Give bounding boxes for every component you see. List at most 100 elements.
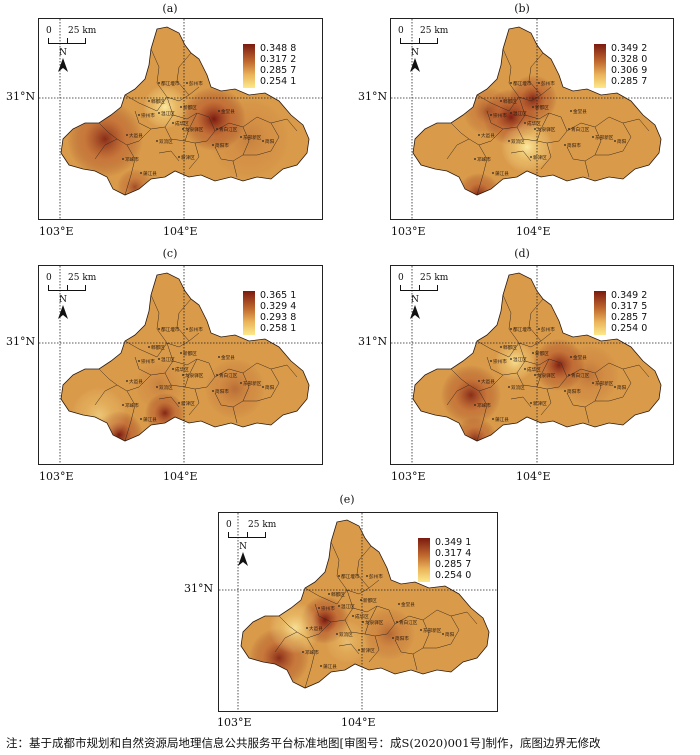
district-label: 都江堰市 xyxy=(341,573,360,580)
district-label: 彭州市 xyxy=(189,326,203,333)
scale-bar: 0 25 km xyxy=(46,273,98,293)
intensity-hotspot xyxy=(509,75,557,123)
longitude-label: 104°E xyxy=(163,470,198,483)
district-label: 成华区 xyxy=(175,366,189,373)
district-label: 彭州市 xyxy=(541,326,555,333)
legend-color-ramp xyxy=(243,44,255,88)
intensity-hotspot xyxy=(457,173,501,195)
panel-label-d: (d) xyxy=(514,247,530,260)
district-label: 简阳市 xyxy=(567,388,581,395)
legend-value: 0.317 5 xyxy=(611,301,648,312)
north-arrow-icon xyxy=(410,58,420,72)
intensity-hotspot xyxy=(67,101,143,177)
longitude-label: 104°E xyxy=(516,470,551,483)
district-label: 彭州市 xyxy=(189,80,203,87)
legend-value: 0.329 4 xyxy=(260,301,297,312)
north-label: N xyxy=(411,48,419,58)
north-arrow-icon xyxy=(410,305,420,319)
district-label: 龙泉驿区 xyxy=(537,126,556,133)
district-label: 简阳 xyxy=(265,384,275,391)
scale-zero-label: 0 xyxy=(46,26,52,36)
panel-label-e: (e) xyxy=(339,493,355,506)
district-label: 新都区 xyxy=(535,350,549,357)
district-label: 简阳市 xyxy=(395,635,409,642)
district-label: 青白江区 xyxy=(571,372,590,379)
district-label: 东部新区 xyxy=(595,134,614,141)
district-label: 崇州市 xyxy=(493,358,507,365)
latitude-label: 31°N xyxy=(358,90,388,103)
scale-bar: 0 25 km xyxy=(46,26,98,46)
district-label: 东部新区 xyxy=(243,380,262,387)
district-label: 温江区 xyxy=(513,110,527,117)
district-label: 大邑县 xyxy=(481,132,495,139)
latitude-label: 31°N xyxy=(184,582,214,595)
district-label: 新都区 xyxy=(183,104,197,111)
longitude-label: 104°E xyxy=(341,716,376,729)
figure-note: 注：基于成都市规划和自然资源局地理信息公共服务平台标准地图[审图号：成S(202… xyxy=(6,736,601,750)
scale-bar: 0 25 km xyxy=(398,273,450,293)
latitude-label: 31°N xyxy=(6,90,36,103)
map-frame: 都江堰市 彭州市 郫都区 崇州市 温江区 新都区 成华区 龙泉驿区 大邑县 双流区 金堂县 青白江区简… xyxy=(38,265,323,465)
district-label: 金堂县 xyxy=(221,108,235,115)
district-label: 郫都区 xyxy=(503,98,517,105)
legend: 0.349 1 0.317 4 0.285 7 0.254 0 xyxy=(418,538,490,584)
district-label: 金堂县 xyxy=(221,354,235,361)
district-label: 东部新区 xyxy=(423,627,442,634)
district-label: 东部新区 xyxy=(595,380,614,387)
scale-distance-label: 25 km xyxy=(68,26,97,36)
district-label: 新津区 xyxy=(181,400,195,407)
district-label: 简阳市 xyxy=(215,388,229,395)
district-label: 郫都区 xyxy=(151,98,165,105)
district-label: 崇州市 xyxy=(321,605,335,612)
longitude-label: 103°E xyxy=(39,470,74,483)
legend: 0.349 2 0.317 5 0.285 7 0.254 0 xyxy=(594,291,666,337)
legend: 0.349 2 0.328 0 0.306 9 0.285 7 xyxy=(594,44,666,90)
north-arrow-icon xyxy=(238,552,248,566)
district-label: 双流区 xyxy=(511,138,525,145)
district-label: 都江堰市 xyxy=(161,326,180,333)
district-label: 崇州市 xyxy=(493,112,507,119)
district-label: 双流区 xyxy=(339,631,353,638)
longitude-label: 104°E xyxy=(163,225,198,238)
scale-bar: 0 25 km xyxy=(398,26,450,46)
legend-value: 0.293 8 xyxy=(260,312,297,323)
district-label: 金堂县 xyxy=(401,601,415,608)
district-label: 蒲江县 xyxy=(143,416,157,423)
district-label: 郫都区 xyxy=(151,344,165,351)
district-label: 郫都区 xyxy=(331,591,345,598)
district-label: 大邑县 xyxy=(129,378,143,385)
district-label: 新津区 xyxy=(181,154,195,161)
north-label: N xyxy=(411,295,419,305)
legend-value: 0.317 2 xyxy=(260,54,297,65)
intensity-hotspot xyxy=(117,169,153,195)
district-label: 简阳市 xyxy=(215,142,229,149)
intensity-hotspot xyxy=(495,341,535,381)
longitude-label: 103°E xyxy=(217,716,252,729)
district-label: 简阳 xyxy=(445,631,455,638)
intensity-hotspot xyxy=(269,602,321,654)
panel-label-b: (b) xyxy=(514,2,530,15)
district-label: 龙泉驿区 xyxy=(185,126,204,133)
intensity-hotspot xyxy=(143,85,187,129)
north-arrow: N xyxy=(236,542,250,566)
district-label: 双流区 xyxy=(159,384,173,391)
district-label: 龙泉驿区 xyxy=(365,619,384,626)
district-label: 青白江区 xyxy=(571,126,590,133)
district-label: 邛崃市 xyxy=(125,402,139,409)
district-label: 新都区 xyxy=(535,104,549,111)
district-label: 简阳 xyxy=(617,384,627,391)
north-arrow: N xyxy=(408,295,422,319)
district-label: 新都区 xyxy=(363,597,377,604)
panel-label-c: (c) xyxy=(162,247,178,260)
district-label: 龙泉驿区 xyxy=(537,372,556,379)
legend-value: 0.317 4 xyxy=(435,548,472,559)
district-label: 蒲江县 xyxy=(495,416,509,423)
map-frame: 都江堰市 彭州市 郫都区 崇州市 温江区 新都区 成华区 龙泉驿区 大邑县 双流区 金堂县 青白江区简… xyxy=(218,512,498,712)
legend-value: 0.285 7 xyxy=(611,312,648,323)
panel-label-a: (a) xyxy=(162,2,178,15)
longitude-label: 103°E xyxy=(391,470,426,483)
legend-value: 0.328 0 xyxy=(611,54,648,65)
